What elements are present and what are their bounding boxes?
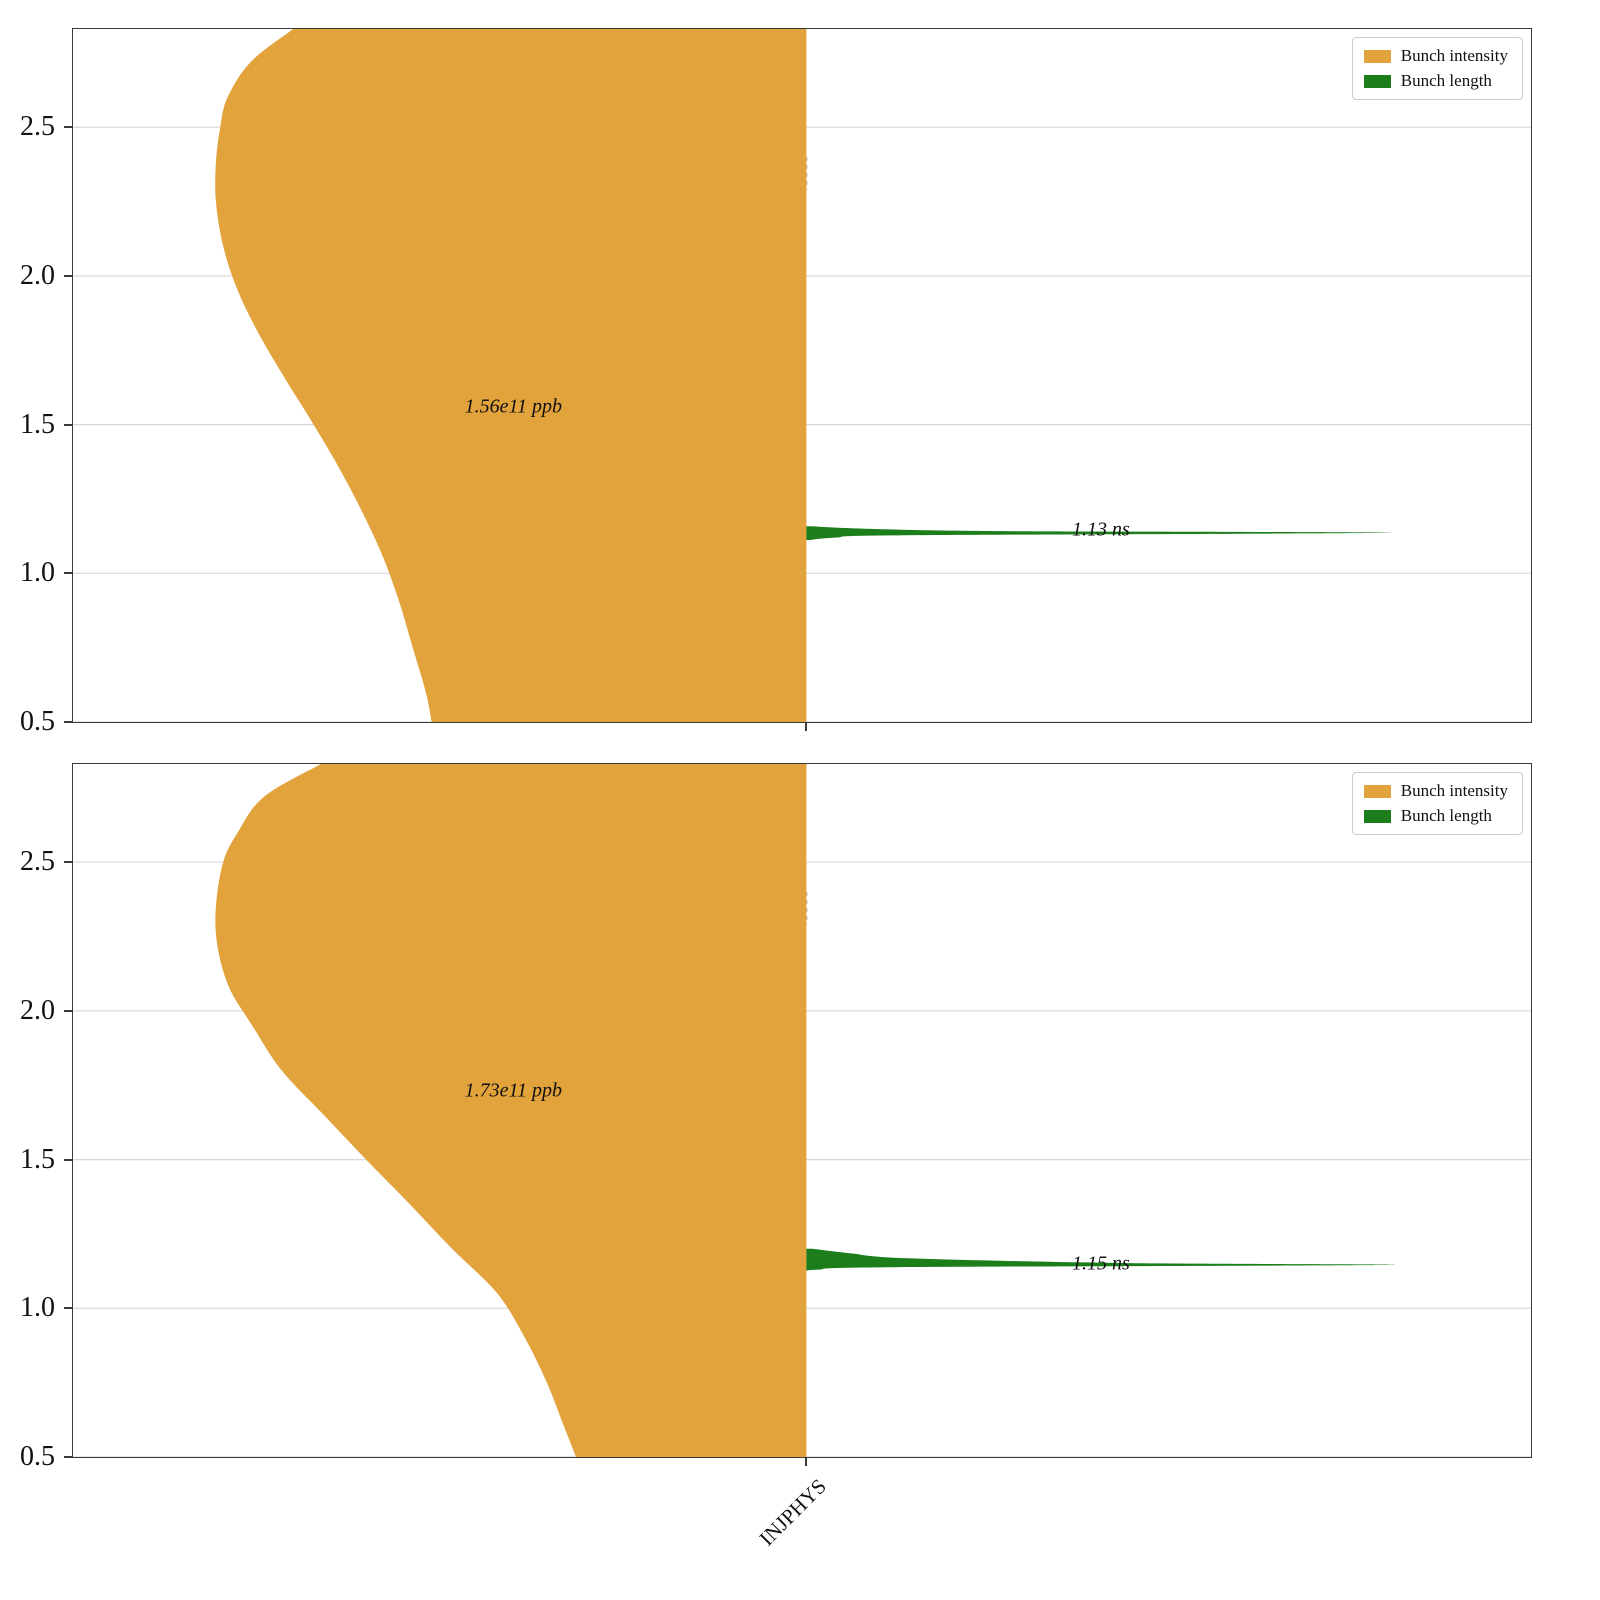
legend-label-bunch-length: Bunch length	[1400, 806, 1492, 825]
legend-item-bunch-intensity: Bunch intensity	[1363, 46, 1508, 65]
y-axis-top: 0.5 1.0 1.5 2.0 2.5	[0, 29, 73, 737]
y-tick-label: 0.5	[20, 706, 55, 737]
y-tick-label: 2.5	[20, 111, 55, 143]
legend-label-bunch-intensity: Bunch intensity	[1400, 46, 1508, 65]
bunch-length-annotation: 1.15 ns	[1071, 1252, 1130, 1275]
subplot-top: 1.56e11 ppb 1.13 ns Bunch intensity Bunc…	[20, 28, 1532, 737]
legend-label-bunch-length: Bunch length	[1400, 71, 1492, 90]
legend: Bunch intensity Bunch length	[1351, 772, 1523, 835]
violin-bunch-intensity	[215, 29, 807, 722]
y-tick-mark	[64, 126, 73, 129]
y-tick-label: 2.0	[20, 994, 55, 1026]
y-tick-mark	[64, 423, 73, 426]
x-axis-tick-bottom	[805, 1457, 808, 1466]
legend-item-bunch-length: Bunch length	[1363, 806, 1508, 825]
y-tick-mark	[64, 572, 73, 575]
bunch-length-swatch	[1363, 74, 1391, 88]
legend-label-bunch-intensity: Bunch intensity	[1400, 781, 1508, 800]
bunch-length-annotation: 1.13 ns	[1071, 518, 1130, 541]
bunch-intensity-annotation: 1.73e11 ppb	[464, 1079, 563, 1102]
y-tick-label: 1.0	[20, 557, 55, 589]
y-tick-mark	[64, 1009, 73, 1012]
violin-bunch-length	[806, 526, 1392, 540]
y-tick-mark	[64, 1307, 73, 1310]
y-tick-label: 1.5	[20, 408, 55, 440]
y-axis-bottom: 0.5 1.0 1.5 2.0 2.5	[0, 764, 73, 1472]
subplot-bottom: 1.73e11 ppb 1.15 ns Bunch intensity Bunc…	[20, 763, 1532, 1472]
y-tick-mark	[64, 861, 73, 864]
y-tick-mark	[64, 274, 73, 277]
legend-item-bunch-intensity: Bunch intensity	[1363, 781, 1508, 800]
violin-plot-canvas-bottom	[73, 764, 1531, 1457]
y-tick-mark	[64, 721, 73, 723]
violin-bunch-intensity	[215, 764, 807, 1457]
y-tick-label: 1.5	[20, 1143, 55, 1175]
y-tick-mark	[64, 1158, 73, 1161]
bunch-intensity-swatch	[1363, 49, 1391, 63]
violin-bunch-length	[806, 1248, 1396, 1271]
bunch-intensity-annotation: 1.56e11 ppb	[464, 395, 563, 418]
y-tick-label: 0.5	[20, 1441, 55, 1472]
y-tick-mark	[64, 1456, 73, 1458]
y-tick-label: 2.5	[20, 846, 55, 878]
bunch-intensity-swatch	[1363, 784, 1391, 798]
x-axis-tick-top	[805, 722, 808, 731]
y-tick-label: 1.0	[20, 1292, 55, 1324]
legend: Bunch intensity Bunch length	[1351, 37, 1523, 100]
violin-plot-canvas-top	[73, 29, 1531, 722]
x-axis-category-label: INJPHYS	[754, 1474, 831, 1551]
y-tick-label: 2.0	[20, 259, 55, 291]
legend-item-bunch-length: Bunch length	[1363, 71, 1508, 90]
bunch-length-swatch	[1363, 809, 1391, 823]
